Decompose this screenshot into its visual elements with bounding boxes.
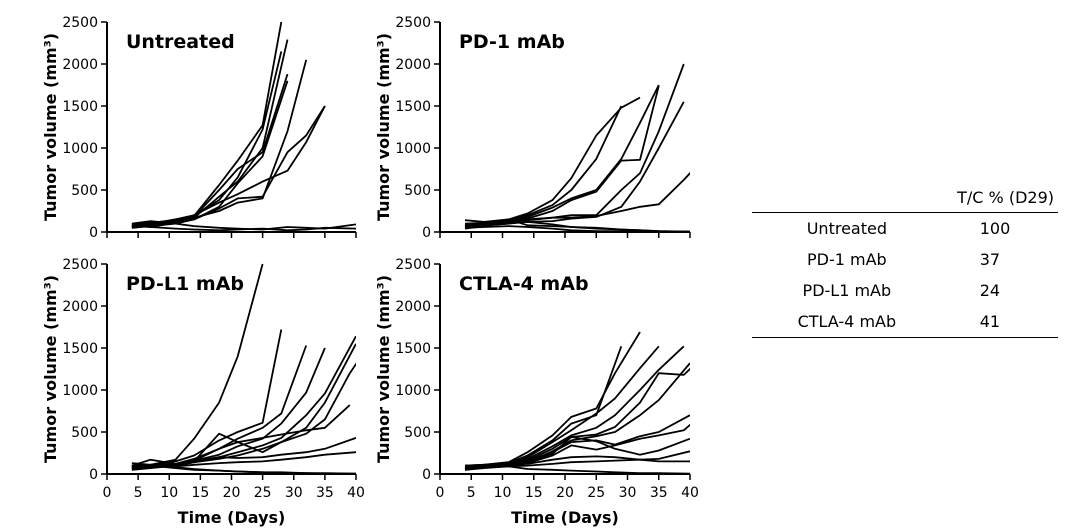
table-row-name: CTLA-4 mAb — [752, 306, 942, 338]
series-line — [131, 59, 308, 228]
series-line — [464, 171, 690, 228]
y-axis-title: Tumor volume (mm³) — [374, 275, 393, 463]
x-tick-label: 20 — [556, 485, 574, 501]
y-tick-label: 2000 — [395, 57, 431, 73]
y-tick-label: 1500 — [62, 341, 98, 357]
y-tick-label: 1000 — [62, 383, 98, 399]
series-line — [464, 105, 623, 227]
y-tick-label: 1500 — [62, 99, 98, 115]
table-row-value: 41 — [941, 306, 1058, 338]
x-tick-label: 35 — [316, 485, 334, 501]
y-tick-label: 1000 — [395, 141, 431, 157]
y-tick-label: 0 — [89, 225, 98, 241]
table-row-name: PD-1 mAb — [807, 250, 887, 269]
x-tick-label: 5 — [467, 485, 476, 501]
series-line — [131, 105, 326, 229]
y-tick-label: 2000 — [62, 57, 98, 73]
x-tick-label: 20 — [223, 485, 241, 501]
table-row-value: 37 — [979, 250, 1001, 269]
table-row-name: Untreated — [806, 219, 887, 238]
y-tick-label: 1000 — [62, 141, 98, 157]
table-row-value: 100 — [979, 219, 1011, 238]
y-tick-label: 2500 — [395, 15, 431, 31]
tc-table: T/C % (D29) Untreated 100 PD-1 mAb 37 PD… — [752, 185, 1058, 338]
y-tick-label: 2500 — [62, 15, 98, 31]
series-line — [131, 105, 326, 227]
x-axis-title: Time (Days) — [178, 508, 286, 527]
series-line — [131, 464, 356, 475]
series-line — [464, 85, 660, 227]
panel-title: CTLA-4 mAb — [459, 273, 589, 295]
y-axis-title: Tumor volume (mm³) — [374, 33, 393, 221]
series-group — [131, 263, 356, 475]
y-tick-label: 2000 — [62, 299, 98, 315]
x-tick-label: 40 — [681, 485, 699, 501]
y-tick-label: 500 — [71, 183, 98, 199]
table-row: PD-1 mAb 37 — [752, 244, 1058, 275]
y-axis-title: Tumor volume (mm³) — [41, 275, 60, 463]
table-row: CTLA-4 mAb 41 — [752, 306, 1058, 338]
x-tick-label: 5 — [134, 485, 143, 501]
x-tick-label: 15 — [191, 485, 209, 501]
series-line — [464, 367, 690, 470]
x-tick-label: 25 — [587, 485, 605, 501]
series-line — [131, 404, 351, 467]
table-row-name: PD-L1 mAb — [802, 281, 892, 300]
y-tick-label: 1000 — [395, 383, 431, 399]
panel-ctla-4-mab: 0 500 1000 1500 2000 2500 0 5 10 15 20 25 30 35 40 Time… — [374, 257, 699, 527]
y-tick-label: 0 — [89, 467, 98, 483]
table-row: Untreated 100 — [752, 213, 1058, 245]
x-axis-title: Time (Days) — [511, 508, 619, 527]
y-tick-label: 0 — [422, 467, 431, 483]
panel-pd-l1-mab: 0 500 1000 1500 2000 2500 0 5 10 15 20 25 30 35 40 Time… — [41, 257, 365, 527]
series-group — [464, 63, 690, 233]
tc-table-grid: T/C % (D29) Untreated 100 PD-1 mAb 37 PD… — [752, 185, 1058, 338]
y-tick-label: 1500 — [395, 99, 431, 115]
x-tick-label: 10 — [494, 485, 512, 501]
y-axis-title: Tumor volume (mm³) — [41, 33, 60, 221]
x-tick-label: 35 — [650, 485, 668, 501]
x-tick-label: 15 — [525, 485, 543, 501]
series-line — [464, 345, 660, 468]
series-line — [464, 362, 690, 471]
y-tick-label: 0 — [422, 225, 431, 241]
series-line — [131, 224, 356, 232]
x-tick-label: 30 — [619, 485, 637, 501]
x-tick-label: 10 — [160, 485, 178, 501]
series-line — [131, 362, 356, 469]
y-tick-label: 2500 — [395, 257, 431, 273]
y-tick-label: 500 — [71, 425, 98, 441]
y-tick-label: 2000 — [395, 299, 431, 315]
series-line — [131, 347, 326, 469]
panel-title: PD-1 mAb — [459, 31, 565, 53]
series-line — [464, 225, 690, 233]
series-line — [131, 437, 356, 469]
y-tick-label: 500 — [404, 425, 431, 441]
series-line — [464, 63, 685, 229]
panel-title: Untreated — [126, 31, 235, 53]
y-tick-label: 500 — [404, 183, 431, 199]
series-line — [464, 436, 690, 468]
tc-table-header: T/C % (D29) — [752, 185, 1058, 213]
panel-title: PD-L1 mAb — [126, 273, 244, 295]
series-group — [464, 331, 690, 475]
x-tick-label: 0 — [436, 485, 445, 501]
series-line — [464, 220, 690, 233]
table-row-value: 24 — [979, 281, 1001, 300]
x-tick-label: 25 — [254, 485, 272, 501]
y-tick-label: 1500 — [395, 341, 431, 357]
x-tick-label: 0 — [103, 485, 112, 501]
y-tick-label: 2500 — [62, 257, 98, 273]
series-line — [464, 463, 690, 475]
series-group — [131, 21, 356, 232]
x-tick-label: 40 — [347, 485, 365, 501]
table-row: PD-L1 mAb 24 — [752, 275, 1058, 306]
series-line — [464, 101, 685, 230]
x-tick-label: 30 — [285, 485, 303, 501]
